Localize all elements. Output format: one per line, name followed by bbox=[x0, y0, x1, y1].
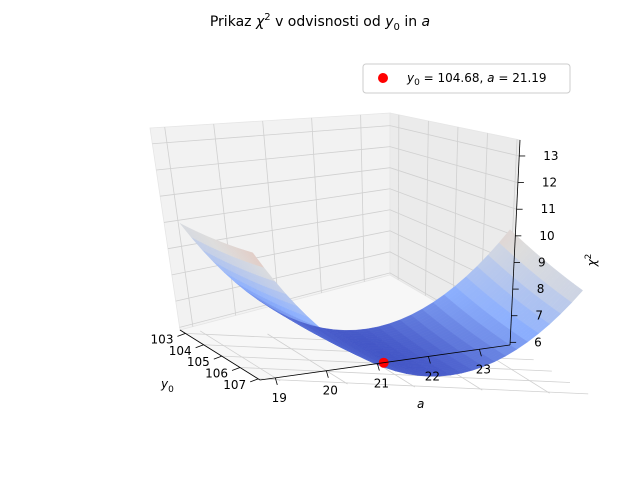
chi-square-surface bbox=[179, 223, 584, 377]
z-tick-label: 13 bbox=[543, 149, 558, 163]
z-tick-label: 6 bbox=[534, 335, 542, 349]
y-tick-mark bbox=[427, 356, 431, 364]
grid-line bbox=[167, 209, 515, 263]
x-axis-line bbox=[179, 329, 261, 381]
grid-line bbox=[160, 167, 517, 210]
legend: y0 = 104.68, a = 21.19 bbox=[362, 63, 571, 94]
y-tick-label: 19 bbox=[272, 391, 287, 405]
grid-line bbox=[311, 117, 322, 293]
x-tick-label: 104 bbox=[169, 344, 192, 358]
grid-line bbox=[164, 127, 194, 327]
x-tick-mark bbox=[231, 367, 241, 371]
grid-line bbox=[360, 114, 365, 282]
x-axis-label: y0 bbox=[160, 377, 174, 395]
y-tick-mark bbox=[376, 363, 380, 371]
x-tick-mark bbox=[213, 355, 222, 360]
z-tick-label: 7 bbox=[535, 309, 543, 323]
grid-line bbox=[213, 123, 237, 316]
grid-line bbox=[163, 188, 516, 237]
y-tick-label: 23 bbox=[476, 362, 491, 376]
y-axis-label: a bbox=[417, 397, 424, 411]
x-tick-label: 105 bbox=[187, 355, 210, 369]
x-tick-label: 107 bbox=[223, 378, 246, 392]
z-tick-label: 11 bbox=[541, 202, 556, 216]
y-tick-mark bbox=[274, 377, 278, 385]
grid-line bbox=[425, 120, 429, 296]
z-tick-label: 9 bbox=[538, 255, 546, 269]
chart-title: Prikaz χ2 v odvisnosti od y0 in a bbox=[210, 12, 430, 33]
grid-line bbox=[452, 127, 459, 312]
z-axis-ticks: 6 7 8 9 10 11 12 13 bbox=[510, 149, 559, 349]
grid-line bbox=[262, 120, 279, 305]
z-tick-label: 12 bbox=[542, 176, 557, 190]
grid-line bbox=[156, 146, 519, 183]
axis-lines bbox=[179, 139, 521, 381]
x-tick-label: 103 bbox=[151, 332, 174, 346]
surface-patch bbox=[179, 223, 194, 239]
y-axis-line bbox=[259, 344, 511, 381]
legend-box bbox=[362, 63, 571, 94]
z-axis-line bbox=[509, 139, 521, 346]
z-axis-label: χ2 bbox=[584, 254, 599, 268]
y-axis-ticks: 19 20 21 22 23 bbox=[272, 349, 491, 405]
grid-line bbox=[239, 367, 571, 383]
grid-line bbox=[152, 125, 520, 157]
grid-line bbox=[258, 378, 589, 395]
y-tick-mark bbox=[325, 370, 329, 378]
x-tick-mark bbox=[250, 378, 259, 383]
y-tick-label: 22 bbox=[425, 369, 440, 383]
z-tick-label: 10 bbox=[539, 229, 554, 243]
x-tick-label: 106 bbox=[205, 367, 228, 381]
y-tick-label: 20 bbox=[323, 384, 338, 398]
legend-label: y0 = 104.68, a = 21.19 bbox=[406, 71, 547, 88]
grid-line bbox=[397, 114, 400, 280]
y-tick-mark bbox=[479, 349, 482, 357]
y-tick-label: 21 bbox=[374, 377, 389, 391]
x-tick-mark bbox=[177, 333, 186, 337]
z-tick-label: 8 bbox=[537, 282, 545, 296]
legend-marker bbox=[378, 73, 388, 83]
x-tick-mark bbox=[195, 344, 204, 349]
grid-line bbox=[267, 333, 348, 385]
grid-line bbox=[199, 330, 281, 382]
